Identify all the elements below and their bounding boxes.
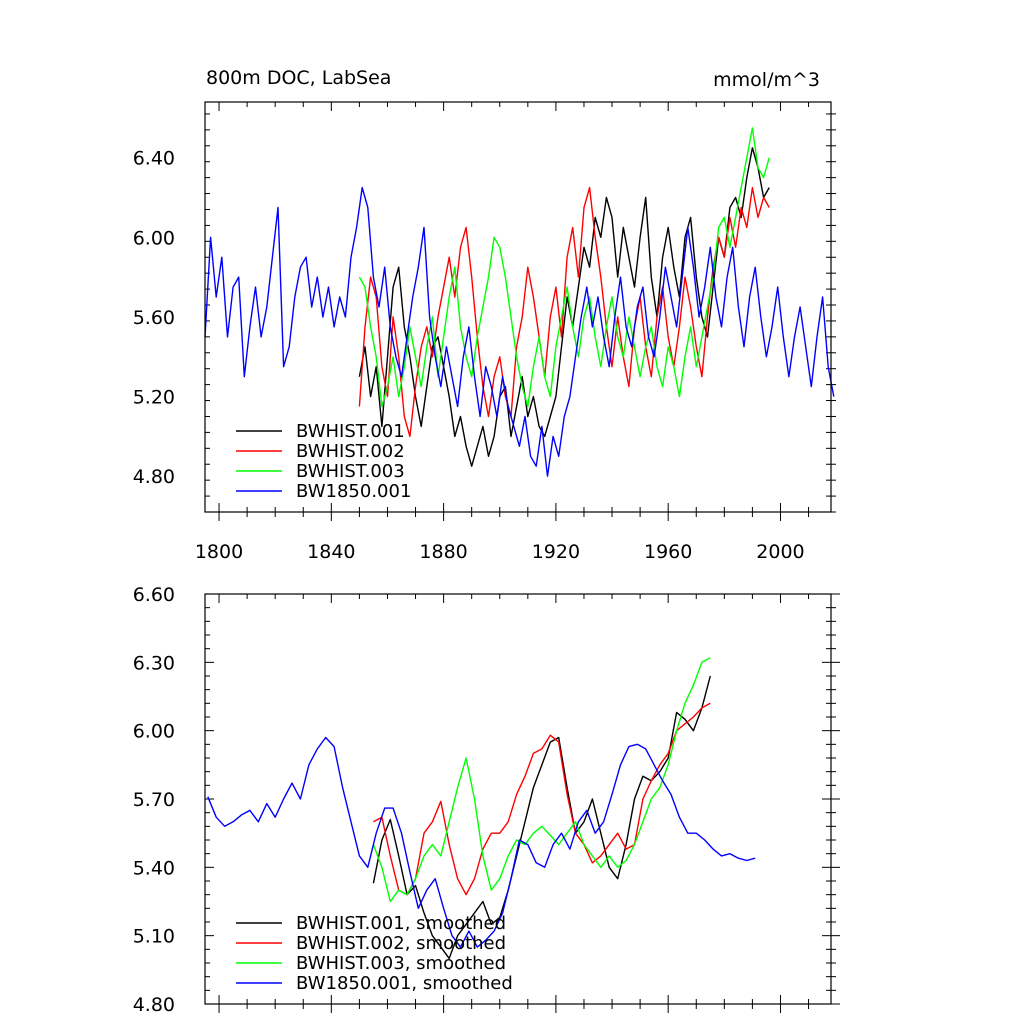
top-xtick-label: 1840 xyxy=(307,541,355,563)
top-legend-label: BWHIST.001 xyxy=(296,421,405,442)
bottom-series-line-3 xyxy=(372,657,711,903)
top-ytick-label: 6.40 xyxy=(133,148,175,170)
top-xtick-label: 1960 xyxy=(644,541,692,563)
top-ytick-label: 6.00 xyxy=(133,227,175,249)
bottom-legend-label: BWHIST.003, smoothed xyxy=(296,953,506,974)
top-legend-label: BWHIST.002 xyxy=(296,441,405,462)
bottom-legend-label: BW1850.001, smoothed xyxy=(296,973,513,994)
top-plot-frame xyxy=(204,101,832,513)
bottom-plot-frame xyxy=(204,593,832,1005)
bottom-ytick-label: 5.40 xyxy=(133,857,175,879)
bottom-ytick-label: 6.00 xyxy=(133,721,175,743)
bottom-ytick-label: 4.80 xyxy=(133,994,175,1016)
top-legend-label: BWHIST.003 xyxy=(296,461,405,482)
bottom-ytick-label: 6.30 xyxy=(133,652,175,674)
bottom-series-line-4 xyxy=(207,736,756,948)
bottom-ytick-label: 6.60 xyxy=(133,584,175,606)
top-ytick-label: 4.80 xyxy=(133,466,175,488)
top-panel: 800m DOC, LabSea mmol/m^3 1800 1840 1880 19… xyxy=(133,67,836,563)
top-xtick-label: 1920 xyxy=(532,541,580,563)
bottom-series-line-2 xyxy=(373,702,711,896)
top-ytick-label: 5.60 xyxy=(133,307,175,329)
top-series-line-3 xyxy=(358,127,770,408)
bottom-legend-label: BWHIST.001, smoothed xyxy=(296,913,506,934)
bottom-legend-label: BWHIST.002, smoothed xyxy=(296,933,506,954)
top-series-line-4 xyxy=(204,186,835,477)
bottom-series-line-1 xyxy=(372,675,711,960)
top-ytick-label: 5.20 xyxy=(133,387,175,409)
top-xtick-label: 2000 xyxy=(756,541,804,563)
bottom-panel: 4.80 5.10 5.40 5.70 6.00 6.30 6.60 BWHIST.001,… xyxy=(133,584,840,1016)
bottom-ytick-label: 5.10 xyxy=(133,926,175,948)
top-panel-units: mmol/m^3 xyxy=(713,69,820,91)
bottom-ytick-label: 5.70 xyxy=(133,789,175,811)
top-xtick-label: 1800 xyxy=(195,541,243,563)
top-panel-title: 800m DOC, LabSea xyxy=(206,67,391,89)
top-series-line-2 xyxy=(358,186,770,438)
top-xtick-label: 1880 xyxy=(419,541,467,563)
top-legend-label: BW1850.001 xyxy=(296,481,411,502)
